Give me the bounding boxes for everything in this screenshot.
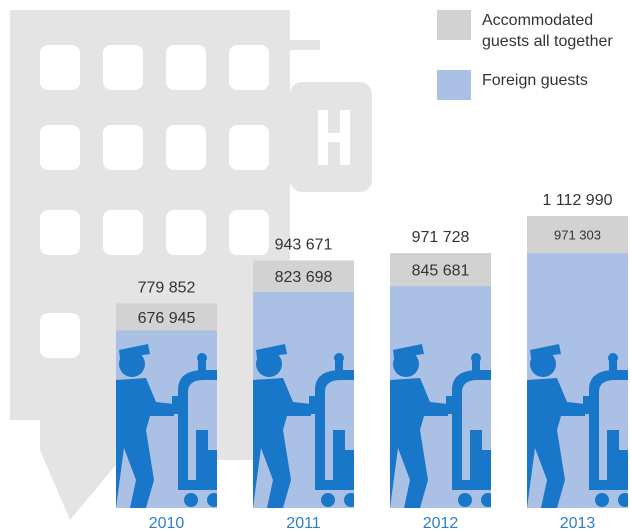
value-label: 676 945 [138, 310, 196, 327]
x-tick-label: 2010 [149, 515, 185, 532]
value-label: 779 852 [138, 279, 196, 296]
x-tick-label: 2013 [560, 515, 596, 532]
value-label: 971 303 [554, 228, 601, 243]
x-tick-label: 2012 [423, 515, 459, 532]
legend-swatch [437, 70, 471, 100]
value-label: 943 671 [275, 236, 333, 253]
legend-swatch [437, 10, 471, 40]
legend-item: Accommodated guests all together [437, 10, 631, 52]
value-label: 845 681 [412, 263, 470, 280]
x-tick-label: 2011 [286, 515, 321, 532]
legend-label: Foreign guests [482, 70, 631, 91]
legend-label: Accommodated guests all together [482, 10, 631, 52]
infographic: 779 852 676 945 2010 943 671 823 698 2011 971 … [0, 0, 631, 532]
value-label: 971 728 [412, 229, 470, 246]
value-label: 1 112 990 [543, 192, 613, 209]
legend-item: Foreign guests [437, 70, 631, 100]
value-label: 823 698 [275, 269, 333, 286]
